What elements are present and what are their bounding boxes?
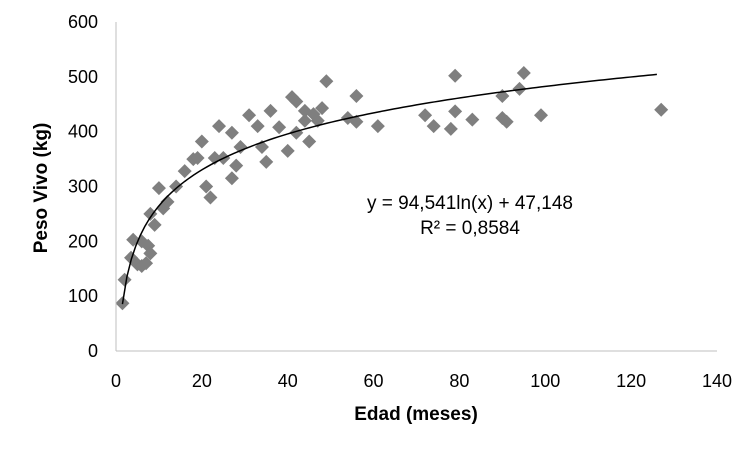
x-tick-label: 20: [192, 371, 212, 391]
data-point: [370, 119, 385, 134]
data-point: [280, 143, 295, 158]
x-tick-label: 0: [111, 371, 121, 391]
trendline-r-squared: R² = 0,8584: [420, 218, 520, 239]
data-point: [448, 68, 463, 83]
data-point: [319, 74, 334, 89]
data-point: [349, 114, 364, 129]
trendline-equation: y = 94,541ln(x) + 47,148: [367, 193, 573, 214]
x-tick-label: 120: [616, 371, 646, 391]
data-point: [194, 134, 209, 149]
data-point: [289, 125, 304, 140]
data-point: [263, 103, 278, 118]
y-tick-label: 100: [68, 286, 98, 306]
data-point: [177, 164, 192, 179]
y-tick-label: 200: [68, 231, 98, 251]
data-point: [212, 119, 227, 134]
data-point: [272, 120, 287, 135]
y-axis-title: Peso Vivo (kg): [31, 123, 52, 254]
data-point: [302, 134, 317, 149]
x-tick-label: 80: [449, 371, 469, 391]
data-point: [418, 108, 433, 123]
data-point: [465, 112, 480, 127]
data-point: [190, 150, 205, 165]
data-point: [250, 119, 265, 134]
data-point: [499, 114, 514, 129]
y-tick-label: 400: [68, 122, 98, 142]
data-point: [297, 113, 312, 128]
data-point: [117, 272, 132, 287]
y-tick-label: 500: [68, 67, 98, 87]
data-point: [143, 206, 158, 221]
data-point: [654, 102, 669, 117]
data-point: [233, 140, 248, 155]
data-point: [143, 246, 158, 261]
data-point: [259, 154, 274, 169]
data-point: [224, 171, 239, 186]
data-point: [448, 104, 463, 119]
y-tick-label: 0: [88, 341, 98, 361]
x-tick-label: 60: [364, 371, 384, 391]
x-axis-title: Edad (meses): [354, 404, 478, 425]
data-point: [147, 217, 162, 232]
data-point: [426, 119, 441, 134]
data-point: [315, 101, 330, 116]
tick-labels: 0 20 40 60 80 100 120 140 0 100 200 300 400 500 600: [68, 12, 732, 391]
x-tick-label: 100: [530, 371, 560, 391]
data-point: [199, 179, 214, 194]
x-tick-label: 40: [278, 371, 298, 391]
data-point: [443, 121, 458, 136]
y-tick-label: 300: [68, 177, 98, 197]
data-point: [169, 179, 184, 194]
data-point: [516, 65, 531, 80]
data-point: [203, 190, 218, 205]
y-tick-label: 600: [68, 12, 98, 32]
data-point: [242, 108, 257, 123]
data-point: [224, 125, 239, 140]
plot-area: [115, 65, 669, 311]
axes: [115, 22, 717, 352]
data-point: [533, 108, 548, 123]
trendline: [121, 73, 657, 305]
data-point: [151, 181, 166, 196]
data-point: [229, 158, 244, 173]
data-point: [349, 89, 364, 104]
data-point: [289, 94, 304, 109]
x-tick-label: 140: [702, 371, 732, 391]
data-point: [160, 194, 175, 209]
data-point: [139, 256, 154, 271]
